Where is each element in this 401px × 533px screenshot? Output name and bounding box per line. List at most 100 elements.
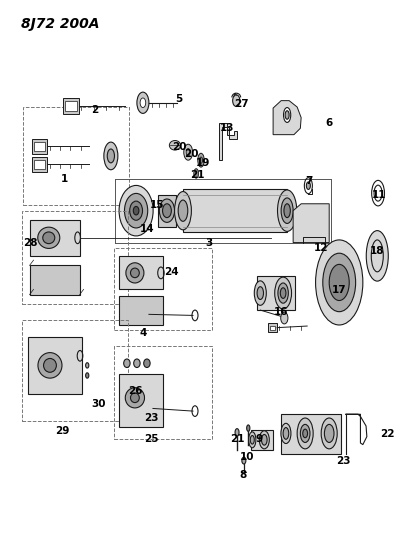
Ellipse shape: [277, 283, 288, 303]
Ellipse shape: [254, 281, 265, 305]
Text: 23: 23: [143, 413, 158, 423]
Bar: [119, 296, 162, 325]
Ellipse shape: [232, 95, 239, 107]
Ellipse shape: [284, 111, 288, 119]
Ellipse shape: [322, 253, 355, 312]
Bar: [257, 276, 294, 310]
Bar: [34, 142, 45, 151]
Ellipse shape: [248, 432, 255, 448]
Bar: [113, 346, 211, 439]
Ellipse shape: [125, 387, 144, 408]
Ellipse shape: [38, 353, 62, 378]
Ellipse shape: [300, 424, 309, 442]
Ellipse shape: [302, 429, 307, 438]
Text: 15: 15: [149, 200, 164, 211]
Ellipse shape: [241, 457, 245, 464]
Bar: [251, 430, 272, 450]
Bar: [182, 189, 286, 232]
Ellipse shape: [282, 427, 288, 439]
Polygon shape: [219, 123, 237, 160]
Ellipse shape: [365, 231, 387, 281]
Ellipse shape: [296, 418, 312, 449]
Text: 20: 20: [171, 142, 186, 152]
Bar: [267, 323, 276, 333]
Text: 25: 25: [143, 434, 158, 445]
Text: 22: 22: [379, 429, 393, 439]
Ellipse shape: [137, 92, 148, 114]
Ellipse shape: [246, 425, 249, 431]
Ellipse shape: [159, 199, 174, 222]
Ellipse shape: [85, 363, 89, 368]
Text: 6: 6: [325, 118, 332, 128]
Ellipse shape: [85, 373, 89, 378]
Text: 30: 30: [91, 399, 106, 409]
Text: 3: 3: [205, 238, 212, 247]
Ellipse shape: [257, 287, 263, 300]
Ellipse shape: [274, 277, 291, 309]
Ellipse shape: [280, 423, 290, 443]
Ellipse shape: [183, 144, 192, 160]
Ellipse shape: [130, 393, 139, 402]
Text: 28: 28: [23, 238, 38, 247]
Text: 8: 8: [239, 470, 246, 480]
Bar: [119, 374, 162, 427]
Text: 24: 24: [163, 267, 178, 277]
Bar: [23, 107, 129, 205]
Bar: [28, 337, 82, 394]
Ellipse shape: [130, 268, 139, 278]
Text: 12: 12: [313, 243, 328, 253]
Bar: [22, 320, 128, 421]
Ellipse shape: [140, 98, 145, 108]
Text: 1: 1: [61, 174, 68, 184]
Text: 9: 9: [255, 434, 262, 445]
Bar: [113, 248, 211, 330]
Bar: [280, 414, 340, 454]
Ellipse shape: [186, 149, 190, 156]
Ellipse shape: [280, 198, 292, 223]
Text: 23: 23: [335, 456, 350, 465]
Text: 17: 17: [331, 286, 346, 295]
Ellipse shape: [103, 142, 117, 169]
Ellipse shape: [315, 240, 362, 325]
Polygon shape: [272, 101, 300, 135]
Ellipse shape: [199, 157, 202, 164]
Ellipse shape: [235, 429, 239, 436]
Ellipse shape: [130, 201, 142, 220]
Ellipse shape: [126, 263, 144, 283]
Ellipse shape: [280, 312, 287, 324]
Bar: [63, 98, 79, 114]
Ellipse shape: [162, 204, 171, 217]
Bar: [32, 157, 47, 172]
Bar: [65, 101, 77, 111]
Ellipse shape: [124, 359, 130, 368]
Ellipse shape: [279, 288, 285, 298]
Text: 4: 4: [139, 328, 146, 338]
Ellipse shape: [306, 182, 310, 189]
Text: 2: 2: [91, 104, 98, 115]
Ellipse shape: [107, 149, 114, 163]
Text: 29: 29: [55, 426, 70, 437]
Ellipse shape: [43, 232, 55, 244]
Bar: [29, 220, 79, 256]
Ellipse shape: [277, 190, 296, 231]
Text: 13: 13: [219, 123, 234, 133]
Bar: [32, 139, 47, 154]
Text: 21: 21: [229, 434, 244, 445]
Bar: [269, 326, 274, 330]
Ellipse shape: [197, 154, 204, 167]
Ellipse shape: [250, 435, 254, 444]
Ellipse shape: [124, 193, 147, 228]
Ellipse shape: [328, 264, 348, 301]
Ellipse shape: [259, 431, 269, 449]
Ellipse shape: [283, 204, 290, 217]
Text: 11: 11: [371, 190, 385, 200]
Ellipse shape: [193, 168, 198, 178]
Ellipse shape: [38, 227, 60, 248]
Text: 5: 5: [175, 94, 182, 104]
Bar: [29, 265, 79, 295]
Text: 7: 7: [305, 176, 312, 187]
Text: 27: 27: [233, 99, 248, 109]
Ellipse shape: [119, 185, 153, 236]
Text: 26: 26: [128, 386, 142, 397]
Ellipse shape: [134, 359, 140, 368]
